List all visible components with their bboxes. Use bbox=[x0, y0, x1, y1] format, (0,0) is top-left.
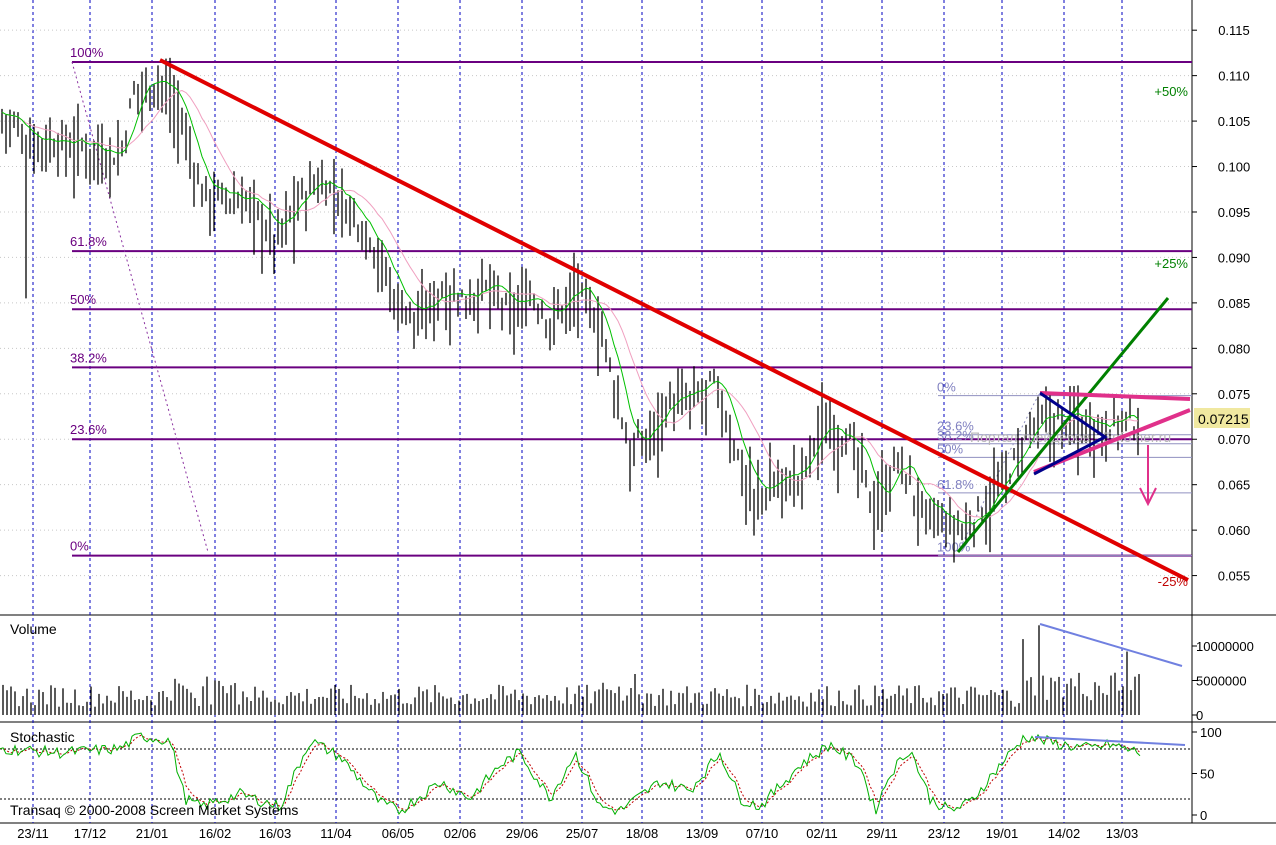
date-tick-label: 02/11 bbox=[806, 826, 838, 841]
fast-moving-average bbox=[1, 81, 1139, 526]
small-fib-label: 50% bbox=[937, 441, 963, 456]
price-tick-label: 0.055 bbox=[1218, 569, 1251, 584]
small-fib-label: 38.2% bbox=[937, 428, 974, 443]
price-tick-label: 0.100 bbox=[1218, 160, 1251, 175]
price-tick-label: 0.070 bbox=[1218, 432, 1251, 447]
price-tick-label: 0.085 bbox=[1218, 296, 1251, 311]
date-tick-label: 29/06 bbox=[506, 826, 539, 841]
fib-level-label: 61.8% bbox=[70, 234, 107, 249]
volume-bars bbox=[2, 625, 1140, 715]
date-tick-label: 16/02 bbox=[199, 826, 232, 841]
date-tick-label: 06/05 bbox=[382, 826, 415, 841]
date-tick-label: 14/02 bbox=[1048, 826, 1081, 841]
price-tick-label: 0.060 bbox=[1218, 523, 1251, 538]
fibonacci-levels-main: 100%61.8%50%38.2%23.6%0% bbox=[70, 45, 1192, 557]
fibonacci-levels-small: 0%23.6%38.2%50%61.8%100% bbox=[937, 380, 1192, 557]
date-tick-label: 11/04 bbox=[320, 826, 352, 841]
price-bars bbox=[1, 57, 1139, 563]
date-tick-label: 21/01 bbox=[136, 826, 169, 841]
uptrend-line bbox=[956, 297, 1170, 553]
blue-triangle-lines bbox=[1033, 391, 1108, 476]
triangle-top-line bbox=[1039, 391, 1191, 401]
date-tick-label: 07/10 bbox=[746, 826, 779, 841]
current-price-box bbox=[1194, 408, 1250, 428]
volume-tick-label: 10000000 bbox=[1196, 639, 1254, 654]
date-tick-label: 13/09 bbox=[686, 826, 719, 841]
date-tick-label: 23/12 bbox=[928, 826, 961, 841]
price-tick-label: 0.075 bbox=[1218, 387, 1251, 402]
price-tick-label: 0.095 bbox=[1218, 205, 1251, 220]
date-tick-label: 02/06 bbox=[444, 826, 477, 841]
copyright-text: Transaq © 2000-2008 Screen Market System… bbox=[10, 802, 298, 818]
price-tick-label: 0.115 bbox=[1218, 23, 1250, 38]
date-tick-label: 17/12 bbox=[74, 826, 107, 841]
date-tick-label: 16/03 bbox=[259, 826, 292, 841]
volume-axis: 10000000 5000000 0 bbox=[1192, 639, 1254, 723]
current-price-label: 0.07215 bbox=[1198, 411, 1249, 427]
date-tick-label: 18/08 bbox=[626, 826, 659, 841]
price-tick-label: 0.065 bbox=[1218, 478, 1251, 493]
target-arrow-head bbox=[1139, 487, 1157, 507]
price-tick-label: 0.105 bbox=[1218, 114, 1251, 129]
target-label: +50% bbox=[1154, 84, 1188, 99]
date-gridlines bbox=[32, 0, 1123, 823]
volume-trend-line bbox=[1039, 623, 1183, 667]
small-fib-label: 0% bbox=[937, 380, 956, 395]
stochastic-title: Stochastic bbox=[10, 729, 75, 745]
date-tick-label: 23/11 bbox=[17, 826, 49, 841]
stochastic-tick-label: 100 bbox=[1200, 725, 1222, 740]
date-axis: 23/11 17/12 21/01 16/02 16/03 11/04 06/05 02/06… bbox=[17, 826, 1138, 841]
small-fib-label: 61.8% bbox=[937, 477, 974, 492]
stochastic-axis: 100 50 0 bbox=[1192, 725, 1222, 823]
price-axis: 0.115 0.110 0.105 0.100 0.095 0.090 0.085 0.080… bbox=[1192, 23, 1251, 584]
fib-level-label: 38.2% bbox=[70, 350, 107, 365]
date-tick-label: 29/11 bbox=[866, 826, 898, 841]
volume-tick-label: 5000000 bbox=[1196, 674, 1247, 689]
fib-level-label: 50% bbox=[70, 292, 96, 307]
panel-frames bbox=[0, 0, 1276, 824]
price-tick-label: 0.080 bbox=[1218, 341, 1251, 356]
date-tick-label: 13/03 bbox=[1106, 826, 1139, 841]
target-label: -25% bbox=[1158, 574, 1189, 589]
stochastic-trend-line bbox=[1034, 736, 1186, 746]
date-tick-label: 25/07 bbox=[566, 826, 599, 841]
target-labels: +50% +25% -25% bbox=[1154, 84, 1188, 589]
volume-tick-label: 0 bbox=[1196, 708, 1203, 723]
price-tick-label: 0.110 bbox=[1218, 69, 1250, 84]
fib-level-label: 23.6% bbox=[70, 422, 107, 437]
volume-title: Volume bbox=[10, 621, 57, 637]
stochastic-tick-label: 0 bbox=[1200, 808, 1207, 823]
small-fib-label: 23.6% bbox=[937, 419, 974, 434]
date-tick-label: 19/01 bbox=[986, 826, 1019, 841]
fib-level-label: 0% bbox=[70, 539, 89, 554]
downtrend-line bbox=[159, 58, 1189, 582]
watermark-text: Портал трейдеров - Enfo her.ru bbox=[970, 429, 1171, 445]
stochastic-tick-label: 50 bbox=[1200, 767, 1214, 782]
target-label: +25% bbox=[1154, 256, 1188, 271]
stochastic-d-line bbox=[0, 734, 1141, 811]
price-tick-label: 0.090 bbox=[1218, 250, 1251, 265]
stochastic-k-line bbox=[0, 732, 1141, 816]
fib-level-label: 100% bbox=[70, 45, 104, 60]
